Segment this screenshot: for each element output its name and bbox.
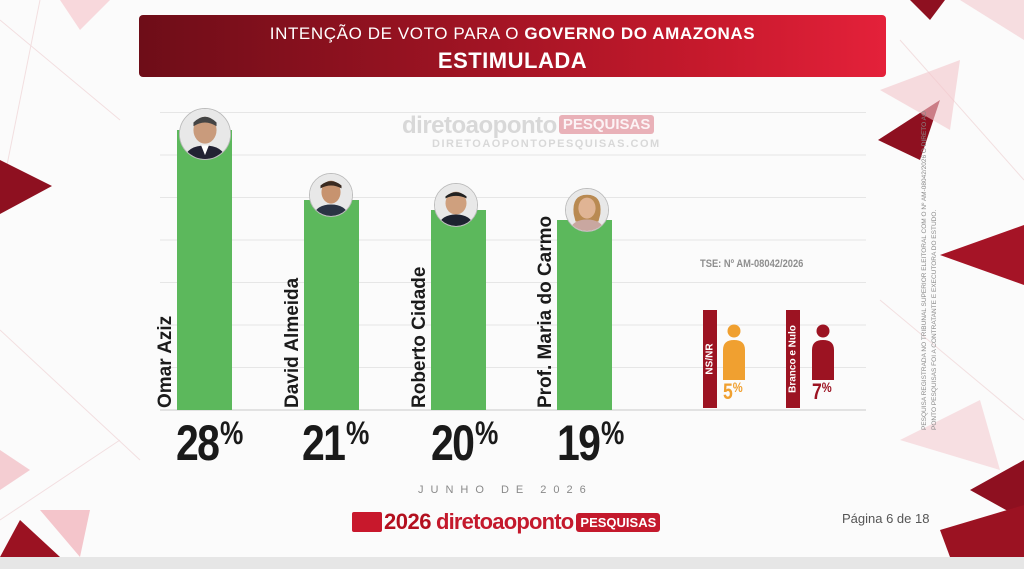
ns-nr-label: NS/NR: [703, 310, 717, 408]
branco-nulo-person-icon: [812, 324, 834, 380]
bar-chart: Omar Aziz David Almeida Roberto Cidade Prof…: [155, 112, 866, 411]
person-portrait-icon: [180, 109, 230, 159]
watermark-site: DIRETOAOPONTOPESQUISAS.COM: [432, 138, 661, 150]
footer-tag: PESQUISAS: [576, 512, 661, 532]
category-label: David Almeida: [282, 277, 303, 408]
bar-omar-aziz: [177, 130, 232, 410]
survey-month: JUNHO DE 2026: [418, 484, 593, 496]
watermark-tag: PESQUISAS: [558, 115, 655, 134]
background-decoration: [0, 0, 1024, 557]
footer-logo: 2026 diretoaoponto PESQUISAS: [352, 509, 661, 535]
slide: INTENÇÃO DE VOTO PARA O GOVERNO DO AMAZO…: [0, 0, 1024, 557]
chart-title: INTENÇÃO DE VOTO PARA O GOVERNO DO AMAZO…: [269, 24, 756, 43]
photo-maria-do-carmo: [565, 188, 609, 232]
bar-david-almeida: [304, 200, 359, 410]
person-portrait-icon: [435, 184, 477, 226]
tse-registration: TSE: Nº AM-08042/2026: [700, 258, 804, 270]
chart-subtitle: ESTIMULADA: [437, 48, 588, 73]
watermark-brand: diretoaoponto: [402, 112, 557, 139]
footer-brand: diretoaoponto: [435, 509, 574, 534]
brand-watermark: diretoaoponto PESQUISAS DIRETOAOPONTOPESQ…: [402, 112, 692, 150]
ns-nr-person-icon: [723, 324, 745, 380]
photo-david-almeida: [309, 173, 353, 217]
photo-roberto-cidade: [434, 183, 478, 227]
ns-nr-value: 5%: [723, 379, 743, 404]
bar-roberto-cidade: [431, 210, 486, 410]
legal-notice: PESQUISA REGISTRADA NO TRIBUNAL SUPERIOR…: [921, 110, 938, 430]
value-label-maria-do-carmo: 19%: [557, 415, 625, 471]
bar-prof-maria-do-carmo: [557, 220, 612, 410]
branco-nulo-label: Branco e Nulo: [786, 310, 800, 408]
page-number: Página 6 de 18: [842, 511, 930, 526]
photo-omar-aziz: [179, 108, 231, 160]
side-icons: [723, 324, 834, 380]
bottom-strip: [0, 557, 1024, 569]
value-label-david-almeida: 21%: [302, 415, 370, 471]
title-banner: INTENÇÃO DE VOTO PARA O GOVERNO DO AMAZO…: [139, 15, 886, 77]
category-label: Omar Aziz: [155, 316, 176, 408]
candidate-names: Omar Aziz David Almeida Roberto Cidade Prof…: [155, 216, 556, 408]
footer-year: 2026: [384, 509, 431, 534]
ballot-box-icon: [352, 512, 382, 532]
person-portrait-icon: [310, 174, 352, 216]
bars: [177, 130, 612, 410]
gridlines: [160, 112, 866, 368]
category-label: Roberto Cidade: [409, 267, 430, 408]
value-label-roberto-cidade: 20%: [431, 415, 499, 471]
person-portrait-icon: [566, 189, 608, 231]
branco-nulo-value: 7%: [812, 379, 832, 404]
category-label: Prof. Maria do Carmo: [535, 216, 556, 408]
value-label-omar-aziz: 28%: [176, 415, 244, 471]
